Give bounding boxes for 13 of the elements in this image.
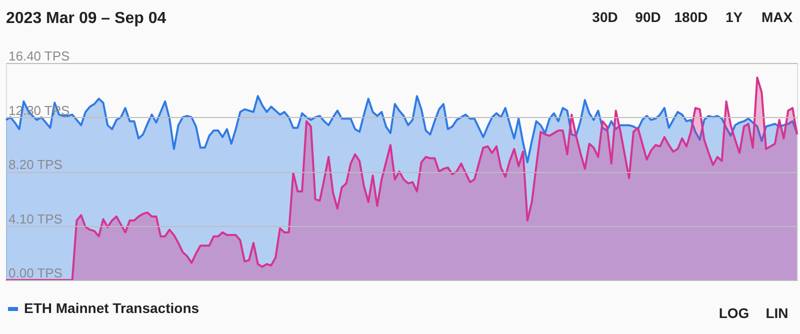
text: MAX bbox=[761, 9, 794, 25]
text: LIN bbox=[766, 305, 788, 321]
text: LOG bbox=[718, 305, 750, 321]
text: 90D bbox=[635, 9, 661, 25]
y-tick-label: 0.00 TPS bbox=[8, 266, 63, 280]
y-tick-label: 16.40 TPS bbox=[8, 48, 70, 64]
y-tick-label: 8.20 TPS bbox=[8, 157, 63, 172]
legend-label: ETH Mainnet Transactions bbox=[24, 300, 200, 316]
text: 30D bbox=[592, 9, 618, 25]
text: 180D bbox=[674, 9, 708, 25]
text: 1Y bbox=[725, 9, 744, 25]
y-tick-label: 4.10 TPS bbox=[8, 211, 63, 226]
chart-title: 2023 Mar 09 – Sep 04 bbox=[6, 10, 166, 27]
